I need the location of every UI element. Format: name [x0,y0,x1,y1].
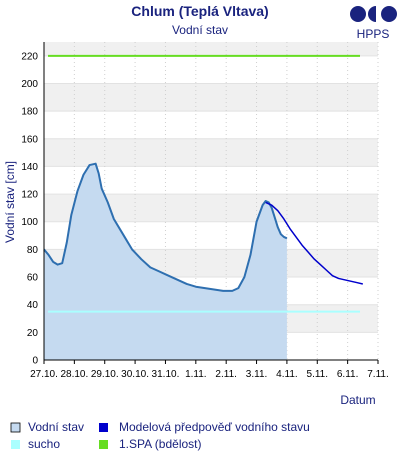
x-tick-label: 2.11. [215,369,237,380]
grid-band [44,42,378,56]
legend-label: 1.SPA (bdělost) [119,437,202,451]
logo-half-circle [368,6,376,22]
legend-label: sucho [28,437,60,451]
grid-band [44,83,378,112]
x-tick-label: 6.11. [337,369,359,380]
x-tick-label: 31.10. [152,369,180,380]
hpps-logo: HPPS [350,6,397,41]
x-tick-label: 7.11. [367,369,389,380]
x-tick-label: 29.10. [91,369,119,380]
y-tick-label: 20 [27,328,39,339]
y-tick-label: 220 [21,51,38,62]
y-tick-label: 120 [21,190,38,201]
y-tick-label: 60 [27,273,39,284]
y-tick-label: 180 [21,107,38,118]
y-tick-label: 40 [27,300,39,311]
series-line-water-level [43,162,288,292]
y-tick-label: 200 [21,79,38,90]
legend-swatch [11,440,20,449]
logo-text: HPPS [357,27,390,41]
y-tick-label: 0 [32,356,38,367]
legend: Vodní stav Modelová předpověď vodního sta… [10,420,310,451]
y-tick-label: 80 [27,245,39,256]
series-line-forecast [265,201,363,285]
legend-label: Modelová předpověď vodního stavu [119,420,310,434]
x-tick-label: 28.10. [60,369,88,380]
chart-subtitle: Vodní stav [172,23,228,37]
legend-swatch [99,440,108,449]
grid-band [44,138,378,167]
x-tick-label: 30.10. [121,369,149,380]
legend-swatch [10,422,21,433]
y-tick-label: 160 [21,134,38,145]
legend-swatch [99,423,108,432]
x-tick-label: 1.11. [185,369,207,380]
plot-area: 0 20 40 60 80 100 120 140 160 180 200 220 27.10. 28.1… [21,42,389,380]
y-tick-label: 140 [21,162,38,173]
logo-circle-right [381,6,397,22]
y-axis-label: Vodní stav [cm] [3,161,17,243]
logo-circle-left [350,6,366,22]
legend-label: Vodní stav [28,420,84,434]
x-tick-label: 27.10. [30,369,58,380]
x-tick-label: 4.11. [276,369,298,380]
chart-title: Chlum (Teplá Vltava) [131,3,268,19]
x-tick-label: 5.11. [307,369,329,380]
y-tick-label: 100 [21,217,38,228]
x-tick-label: 3.11. [246,369,268,380]
x-axis-label: Datum [340,393,375,407]
